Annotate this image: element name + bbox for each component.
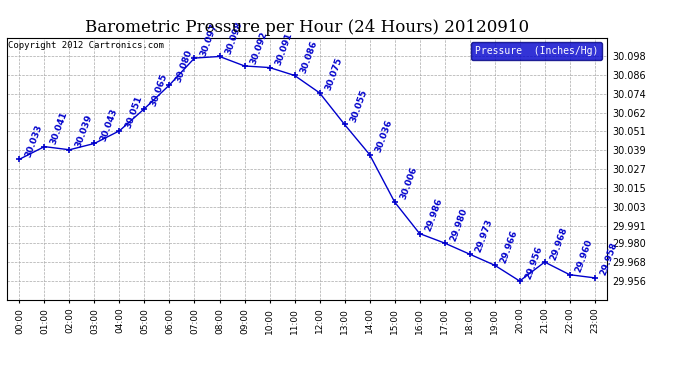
Text: 29.973: 29.973 [474,217,494,254]
Text: 30.098: 30.098 [224,20,244,56]
Text: 30.065: 30.065 [148,72,169,108]
Text: 30.086: 30.086 [299,39,319,75]
Text: 29.968: 29.968 [549,225,569,261]
Text: 29.980: 29.980 [448,207,469,242]
Text: 30.075: 30.075 [324,57,344,92]
Text: 29.958: 29.958 [599,241,619,277]
Text: 30.043: 30.043 [99,107,119,142]
Text: 30.097: 30.097 [199,22,219,57]
Text: 30.041: 30.041 [48,110,69,146]
Text: 30.039: 30.039 [74,114,94,149]
Text: 29.966: 29.966 [499,229,519,264]
Text: 29.960: 29.960 [574,238,594,274]
Text: 30.033: 30.033 [23,123,43,159]
Title: Barometric Pressure per Hour (24 Hours) 20120910: Barometric Pressure per Hour (24 Hours) … [85,19,529,36]
Text: 30.036: 30.036 [374,118,394,154]
Text: 30.091: 30.091 [274,31,294,67]
Text: 29.986: 29.986 [424,197,444,233]
Text: 30.092: 30.092 [248,30,269,65]
Text: 30.051: 30.051 [124,94,144,130]
Text: 30.080: 30.080 [174,49,194,84]
Text: 30.055: 30.055 [348,88,369,124]
Text: Copyright 2012 Cartronics.com: Copyright 2012 Cartronics.com [8,42,164,51]
Text: 29.956: 29.956 [524,244,544,280]
Text: 30.006: 30.006 [399,166,419,201]
Legend: Pressure  (Inches/Hg): Pressure (Inches/Hg) [471,42,602,60]
